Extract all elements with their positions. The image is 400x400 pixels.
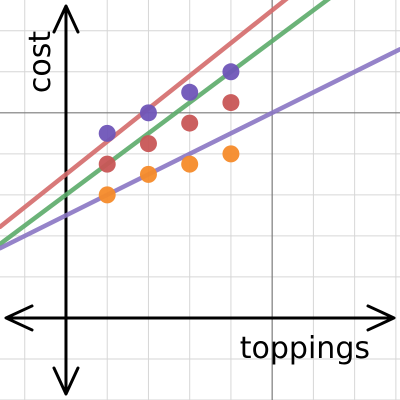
trend-line-2 [0,0,331,247]
data-point-s1-1 [98,124,116,142]
x-axis-arrow-left [4,304,34,332]
data-point-s2-4 [222,94,240,112]
data-point-s2-2 [139,135,157,153]
x-axis-arrow-right [366,304,396,332]
axes [4,4,396,396]
data-point-s3-4 [222,145,240,163]
data-point-s3-2 [139,165,157,183]
y-axis-label: cost [23,31,58,93]
data-point-s1-4 [222,63,240,81]
data-point-s1-3 [181,83,199,101]
data-point-s3-3 [181,155,199,173]
data-point-s1-2 [139,104,157,122]
y-axis-arrow-up [52,4,80,34]
x-axis-label: toppings [240,331,370,366]
trend-lines [0,0,400,251]
data-point-s2-1 [98,155,116,173]
trend-line-3 [0,46,400,251]
data-points [98,63,240,204]
y-axis-arrow-down [52,366,80,396]
trend-line-1 [0,0,289,230]
data-point-s3-1 [98,186,116,204]
data-point-s2-3 [181,114,199,132]
